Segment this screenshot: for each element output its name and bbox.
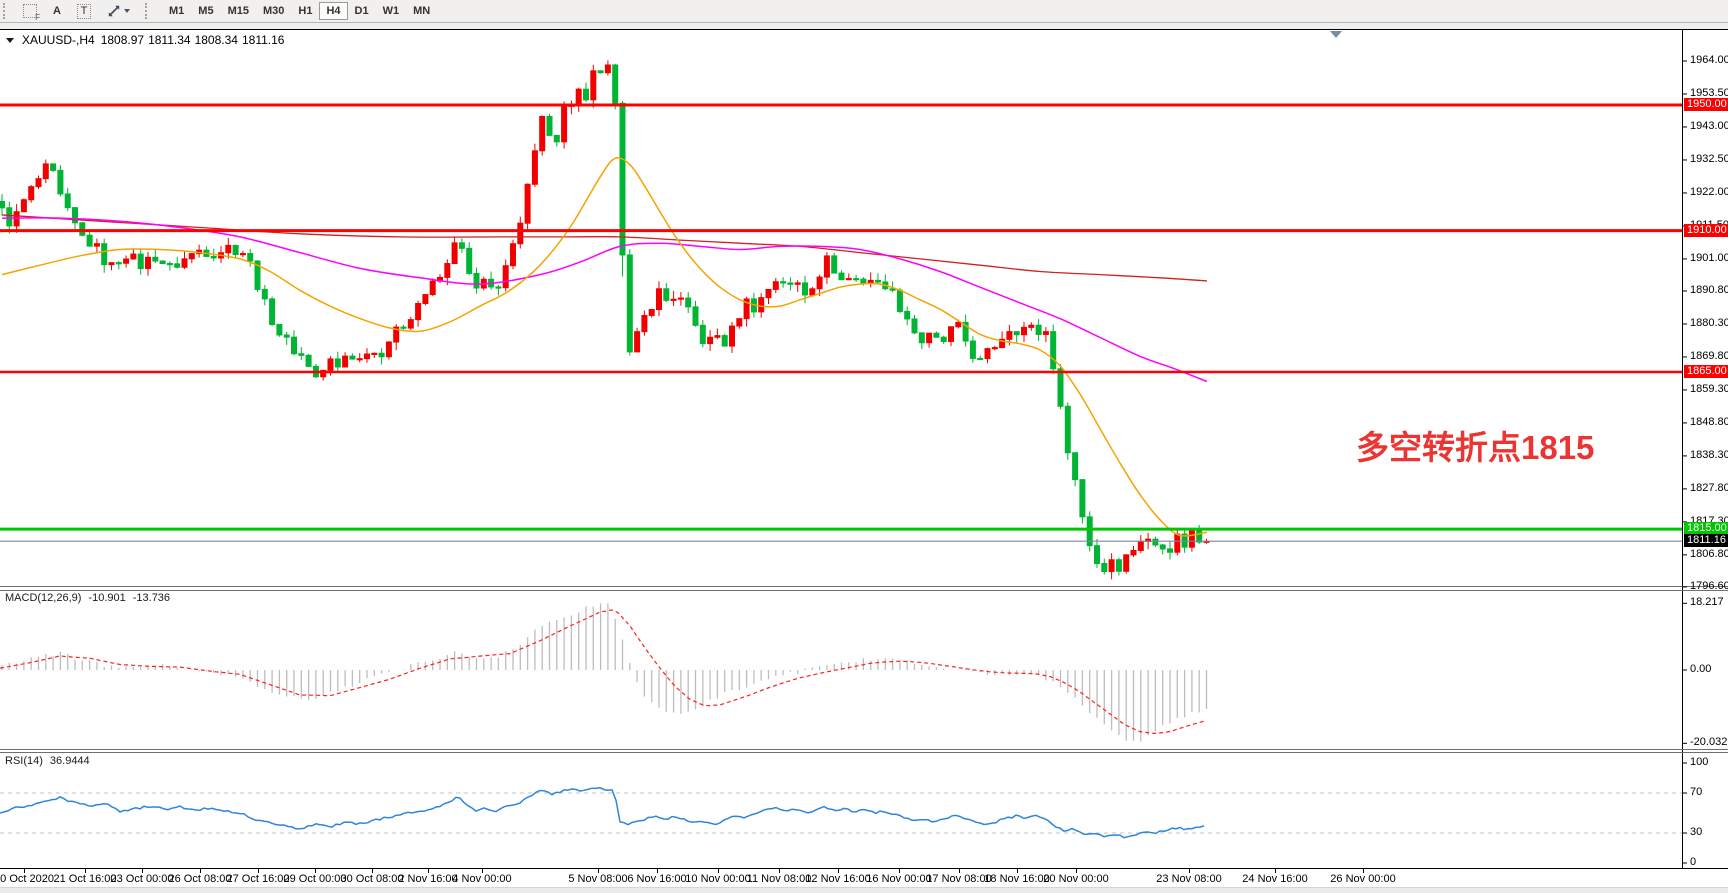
price-axis-tick: 1964.00 <box>1690 54 1728 66</box>
timeframe-button-m5[interactable]: M5 <box>191 2 220 20</box>
macd-header: MACD(12,26,9) -10.901 -13.736 <box>5 592 170 604</box>
time-axis-label: 5 Nov 08:00 <box>568 873 628 885</box>
time-axis-label: 18 Nov 16:00 <box>984 873 1050 885</box>
rsi-axis-tick: 30 <box>1690 826 1703 838</box>
text-a-tool-button[interactable]: A <box>48 2 66 20</box>
rsi-header: RSI(14) 36.9444 <box>5 755 90 767</box>
ohlc-high: 1811.34 <box>148 33 191 47</box>
timeframe-button-m30[interactable]: M30 <box>256 2 291 20</box>
timeframe-button-d1[interactable]: D1 <box>348 2 376 20</box>
macd-signal-value: -13.736 <box>132 592 171 604</box>
rsi-level-lines <box>0 792 1682 834</box>
chart-shift-label: F <box>35 13 40 22</box>
price-axis-tick: 1880.30 <box>1690 316 1728 329</box>
diagonal-arrows-icon <box>108 5 120 17</box>
timeframe-toolbar: M1 M5 M15 M30 H1 H4 D1 W1 MN <box>162 2 437 20</box>
ohlc-low: 1808.34 <box>194 33 238 47</box>
time-axis-label: 11 Nov 08:00 <box>746 873 812 885</box>
time-axis-label: 29 Oct 00:00 <box>283 873 347 885</box>
rsi-line <box>0 786 1205 839</box>
timeframe-button-mn[interactable]: MN <box>406 2 437 20</box>
current-price-badge: 1811.16 <box>1684 534 1728 548</box>
time-axis-label: 21 Oct 16:00 <box>53 873 117 885</box>
window-bottom-strip <box>0 887 1728 893</box>
macd-axis-tick: -20.032 <box>1690 736 1728 749</box>
timeframe-button-m1[interactable]: M1 <box>162 2 191 20</box>
price-axis-tick: 1806.80 <box>1690 547 1728 560</box>
macd-signal-line <box>0 609 1207 734</box>
symbol-period-label: XAUUSD-,H4 <box>22 33 95 47</box>
ma-fast-line <box>1 157 1208 537</box>
time-axis-label: 12 Nov 16:00 <box>805 873 871 885</box>
toolbar-grip-icon[interactable] <box>3 3 10 19</box>
time-axis-label: 23 Nov 08:00 <box>1156 873 1222 885</box>
macd-main-value: -10.901 <box>88 592 126 604</box>
arrows-tool-button[interactable] <box>102 1 135 21</box>
chart-shift-icon: F <box>23 4 40 22</box>
rsi-label: RSI(14) <box>5 755 43 767</box>
time-axis-label: 16 Nov 00:00 <box>866 873 932 885</box>
price-axis-tick: 1932.50 <box>1690 152 1728 165</box>
price-axis-tick: 1859.30 <box>1690 382 1728 395</box>
symbol-dropdown-icon[interactable] <box>6 37 14 43</box>
scroll-to-end-marker-icon[interactable] <box>1330 31 1342 38</box>
autoscroll-shift-button[interactable]: F <box>16 1 44 22</box>
time-axis-label: 17 Nov 08:00 <box>926 873 992 885</box>
time-axis-label: 6 Nov 16:00 <box>627 873 687 885</box>
price-axis-tick: 1922.00 <box>1690 185 1728 198</box>
timeframe-button-w1[interactable]: W1 <box>376 2 407 20</box>
price-axis-tick: 1953.50 <box>1690 86 1728 99</box>
time-axis-label: 26 Nov 00:00 <box>1330 873 1396 885</box>
time-axis-label: 26 Oct 08:00 <box>168 873 232 885</box>
chart-borders <box>0 29 1728 873</box>
macd-axis-tick: 0.00 <box>1690 663 1712 675</box>
ma-mid-line <box>1 217 1208 383</box>
rsi-axis-tick: 70 <box>1690 786 1703 798</box>
price-level-badge: 1910.00 <box>1684 223 1728 237</box>
timeframe-button-m15[interactable]: M15 <box>221 2 256 20</box>
price-level-badge: 1865.00 <box>1684 365 1728 379</box>
price-axis-tick: 1901.00 <box>1690 251 1728 264</box>
price-axis-tick: 1890.80 <box>1690 283 1728 296</box>
price-axis-tick: 1869.80 <box>1690 349 1728 362</box>
annotation-text[interactable]: 多空转折点1815 <box>1356 429 1595 466</box>
time-axis-label: 4 Nov 00:00 <box>452 873 512 885</box>
price-level-badge: 1950.00 <box>1684 97 1728 111</box>
price-axis-tick: 1943.00 <box>1690 119 1728 132</box>
dropdown-caret-icon <box>124 9 130 13</box>
time-axis-label: 27 Oct 16:00 <box>226 873 290 885</box>
price-axis-tick: 1796.60 <box>1690 579 1728 592</box>
time-axis-label: 20 Nov 00:00 <box>1043 873 1109 885</box>
macd-label: MACD(12,26,9) <box>5 592 82 604</box>
macd-axis-tick: 18.217 <box>1690 596 1724 609</box>
rsi-axis-tick: 100 <box>1690 756 1709 768</box>
time-axis-label: 2 Nov 16:00 <box>398 873 458 885</box>
text-label-icon: T <box>76 3 92 19</box>
ohlc-close: 1811.16 <box>241 33 285 47</box>
time-axis-label: 24 Nov 16:00 <box>1242 873 1308 885</box>
macd-histogram <box>1 603 1208 742</box>
timeframe-button-h4[interactable]: H4 <box>319 2 348 20</box>
time-axis-label: 10 Nov 00:00 <box>685 873 751 885</box>
ohlc-open: 1808.97 <box>100 33 145 47</box>
toolbar-grip2-icon[interactable] <box>145 3 152 19</box>
rsi-value: 36.9444 <box>49 755 90 767</box>
time-axis-label: 20 Oct 2020 <box>0 873 54 885</box>
time-axis-label: 23 Oct 00:00 <box>110 873 174 885</box>
toolbar: F A T M1 M5 M15 M30 H1 H4 D1 W1 MN <box>0 0 1728 23</box>
timeframe-button-h1[interactable]: H1 <box>291 2 319 20</box>
toolbar-substrip <box>0 23 1728 29</box>
chart-header: XAUUSD-,H4 1808.97 1811.34 1808.34 1811.… <box>6 33 284 47</box>
time-axis-label: 30 Oct 08:00 <box>340 873 404 885</box>
price-axis-tick: 1848.80 <box>1690 415 1728 428</box>
price-axis-tick: 1827.80 <box>1690 481 1728 494</box>
price-axis-tick: 1838.30 <box>1690 448 1728 461</box>
rsi-axis-tick: 0 <box>1690 856 1697 868</box>
price-level-badge: 1815.00 <box>1684 522 1728 536</box>
candlesticks <box>0 60 1210 580</box>
text-label-tool-button[interactable]: T <box>70 1 98 21</box>
